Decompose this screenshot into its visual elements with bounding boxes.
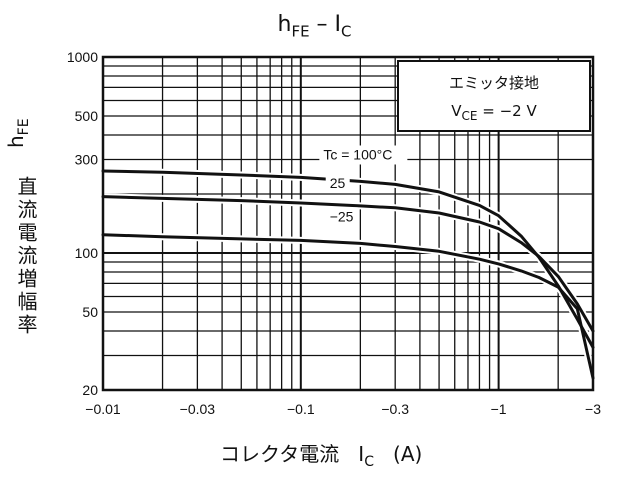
x-tick-label: −0.01 [85, 401, 121, 417]
plot-border [101, 55, 595, 392]
y-tick-label: 100 [75, 245, 99, 261]
legend-box: エミッタ接地 VCE = −2 V [397, 60, 591, 132]
x-tick-label: −0.03 [180, 401, 216, 417]
tick-labels: −0.01 −0.03 −0.1 −0.3 −1 −3 20 50 100 300 500 1000 [67, 49, 601, 417]
y-tick-label: 20 [82, 382, 98, 398]
curve-label-bg [325, 207, 358, 227]
y-tick-label: 50 [82, 304, 98, 320]
series-line [101, 169, 595, 349]
series-line [101, 233, 595, 380]
legend-line-2: VCE = −2 V [451, 102, 537, 123]
x-tick-label: −0.3 [381, 401, 409, 417]
x-axis-symbol: IC [358, 442, 374, 470]
series-halo [102, 231, 597, 379]
x-tick-label: −3 [585, 401, 601, 417]
series-group [101, 167, 597, 380]
curve-label: 25 [330, 175, 346, 191]
y-axis-label: hFE 直流電流増幅率 [4, 92, 50, 342]
chart-title: hFE – IC [277, 12, 352, 41]
plot-frame [101, 55, 595, 392]
curve-label-bg [325, 173, 350, 193]
x-tick-label: −0.1 [287, 401, 315, 417]
y-tick-label: 500 [75, 108, 99, 124]
curve-label: −25 [330, 208, 354, 224]
curve-label: Tc = 100°C [323, 146, 392, 162]
legend-line-1: エミッタ接地 [448, 74, 539, 92]
curve-labels: Tc = 100°C 25 −25 [319, 145, 408, 227]
y-tick-label: 1000 [67, 49, 98, 65]
y-tick-label: 300 [75, 151, 99, 167]
x-axis-label: コレクタ電流 IC (A) [220, 442, 423, 470]
x-tick-label: −1 [491, 401, 507, 417]
series-line [101, 195, 595, 333]
curve-label-bg [319, 145, 408, 165]
y-axis-text: 直流電流増幅率 [14, 176, 38, 337]
